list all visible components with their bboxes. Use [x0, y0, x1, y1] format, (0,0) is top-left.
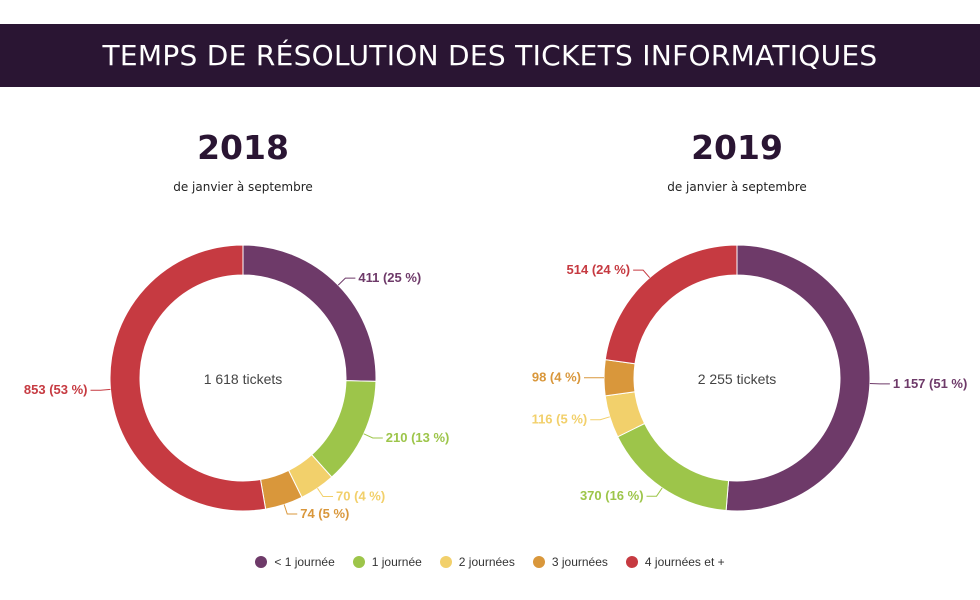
- legend-label: 1 journée: [371, 555, 422, 569]
- legend-swatch: [439, 556, 452, 568]
- legend-swatch: [532, 556, 545, 568]
- legend-label: 2 journées: [458, 555, 515, 569]
- chart-2018-data-label: 210 (13 %): [386, 430, 450, 445]
- page-title: TEMPS DE RÉSOLUTION DES TICKETS INFORMAT…: [102, 39, 878, 72]
- chart-2018-slice: [242, 244, 377, 382]
- legend-item: 2 journées: [439, 555, 515, 569]
- chart-2018-slice: [310, 380, 377, 478]
- chart-2019-slice: [725, 244, 871, 512]
- chart-2018-label-connector: [363, 433, 383, 439]
- legend: < 1 journée 1 journée 2 journées 3 journ…: [0, 555, 980, 569]
- legend-item: 1 journée: [352, 555, 422, 569]
- chart-2018-label-connector: [317, 487, 334, 497]
- chart-2019-subtitle: de janvier à septembre: [667, 180, 807, 194]
- legend-swatch: [352, 556, 365, 568]
- chart-2019-label-connector: [633, 269, 651, 278]
- chart-2019-slice: [604, 244, 738, 365]
- title-banner: TEMPS DE RÉSOLUTION DES TICKETS INFORMAT…: [0, 24, 980, 87]
- legend-label: 4 journées et +: [644, 555, 725, 569]
- legend-label: < 1 journée: [274, 555, 335, 569]
- chart-2018-title: 2018: [197, 128, 289, 167]
- chart-2018-center-label: 1 618 tickets: [204, 371, 283, 387]
- chart-2018-label-connector: [283, 504, 298, 515]
- chart-2019-title: 2019: [691, 128, 783, 167]
- chart-2018-data-label: 70 (4 %): [336, 488, 385, 503]
- legend-item: < 1 journée: [255, 555, 335, 569]
- chart-2019-data-label: 514 (24 %): [567, 262, 631, 277]
- legend-item: 4 journées et +: [625, 555, 725, 569]
- chart-2018-label-connector: [337, 277, 356, 286]
- chart-2019-label-connector: [646, 487, 663, 497]
- chart-2019-slice: [603, 359, 636, 397]
- chart-2018-data-label: 74 (5 %): [300, 506, 349, 521]
- chart-2018-subtitle: de janvier à septembre: [173, 180, 313, 194]
- chart-2018-label-connector: [90, 388, 111, 391]
- chart-2018-data-label: 853 (53 %): [24, 382, 88, 397]
- legend-item: 3 journées: [532, 555, 608, 569]
- chart-2019-data-label: 116 (5 %): [532, 412, 588, 427]
- chart-2018-data-label: 411 (25 %): [358, 270, 421, 285]
- chart-2019-center-label: 2 255 tickets: [698, 371, 777, 387]
- legend-swatch: [625, 556, 638, 568]
- chart-2018-slice: [109, 244, 267, 512]
- chart-2019-data-label: 370 (16 %): [580, 488, 644, 503]
- chart-2019-data-label: 1 157 (51 %): [893, 376, 967, 391]
- legend-swatch: [255, 556, 268, 568]
- legend-label: 3 journées: [551, 555, 608, 569]
- chart-2019-data-label: 98 (4 %): [532, 370, 581, 385]
- chart-2019-label-connector: [590, 416, 610, 421]
